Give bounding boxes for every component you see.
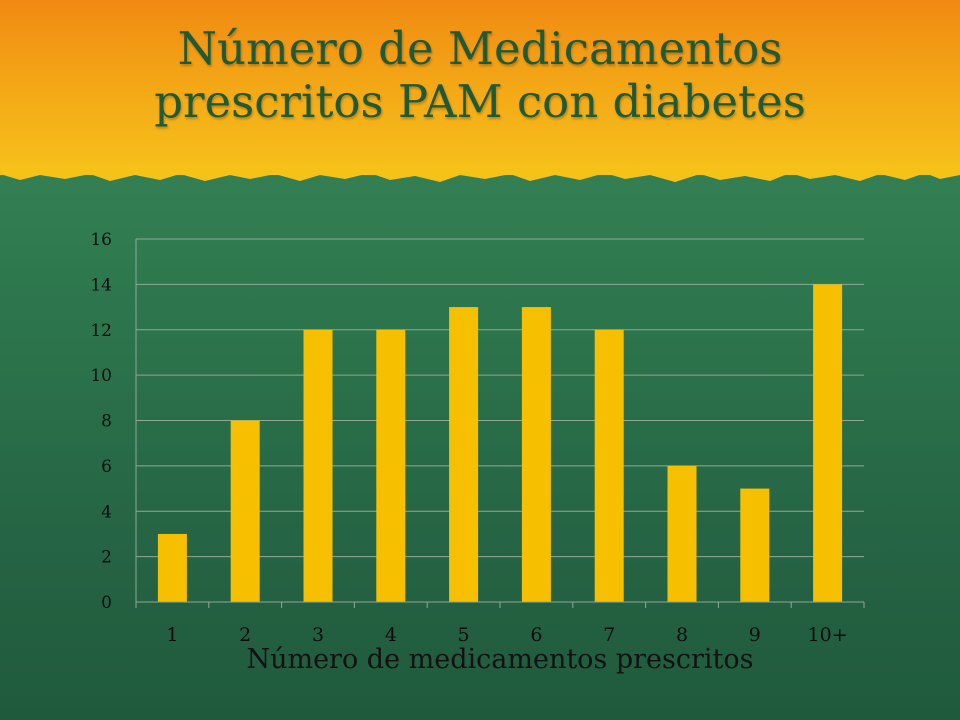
y-tick-label: 16 — [90, 230, 112, 250]
axes — [135, 239, 865, 608]
slide-title: Número de Medicamentos prescritos PAM co… — [60, 22, 900, 128]
x-tick-label: 1 — [166, 624, 178, 646]
slide-title-line-1: Número de Medicamentos — [177, 22, 783, 75]
bar-3 — [303, 329, 333, 602]
bar-6 — [521, 307, 551, 602]
y-tick-label: 12 — [90, 321, 112, 341]
x-axis-title: Número de medicamentos prescritos — [246, 644, 754, 675]
bar-9 — [740, 488, 770, 602]
x-tick-label: 3 — [312, 624, 324, 646]
x-tick-label: 2 — [239, 624, 251, 646]
bar-8 — [667, 465, 697, 602]
y-tick-label: 6 — [101, 457, 112, 477]
y-tick-label: 8 — [101, 412, 112, 432]
x-tick-label: 5 — [458, 624, 470, 646]
x-tick-label: 10+ — [808, 624, 848, 646]
slide-title-line-2: prescritos PAM con diabetes — [154, 75, 806, 129]
x-tick-label: 7 — [603, 624, 615, 646]
bar-4 — [376, 329, 406, 602]
bar-7 — [594, 329, 624, 602]
x-tick-label: 4 — [385, 624, 397, 646]
y-tick-label: 0 — [101, 593, 112, 613]
bar-2 — [230, 420, 260, 602]
y-tick-label: 4 — [101, 502, 112, 522]
bar-1 — [157, 533, 187, 602]
x-tick-label: 6 — [530, 624, 542, 646]
x-tick-labels: 1 2 3 4 5 6 7 8 9 10+ — [166, 624, 847, 646]
y-tick-labels: 0 2 4 6 8 10 12 14 16 — [90, 230, 112, 613]
title-banner: Número de Medicamentos prescritos PAM co… — [0, 0, 960, 175]
y-tick-label: 10 — [90, 366, 112, 386]
banner-torn-edge — [0, 165, 960, 182]
bar-5 — [449, 307, 479, 602]
x-tick-label: 8 — [676, 624, 688, 646]
bar-10+ — [813, 284, 843, 602]
x-tick-label: 9 — [749, 624, 761, 646]
y-tick-label: 2 — [101, 548, 112, 568]
bars — [157, 284, 843, 602]
y-tick-label: 14 — [90, 275, 112, 295]
